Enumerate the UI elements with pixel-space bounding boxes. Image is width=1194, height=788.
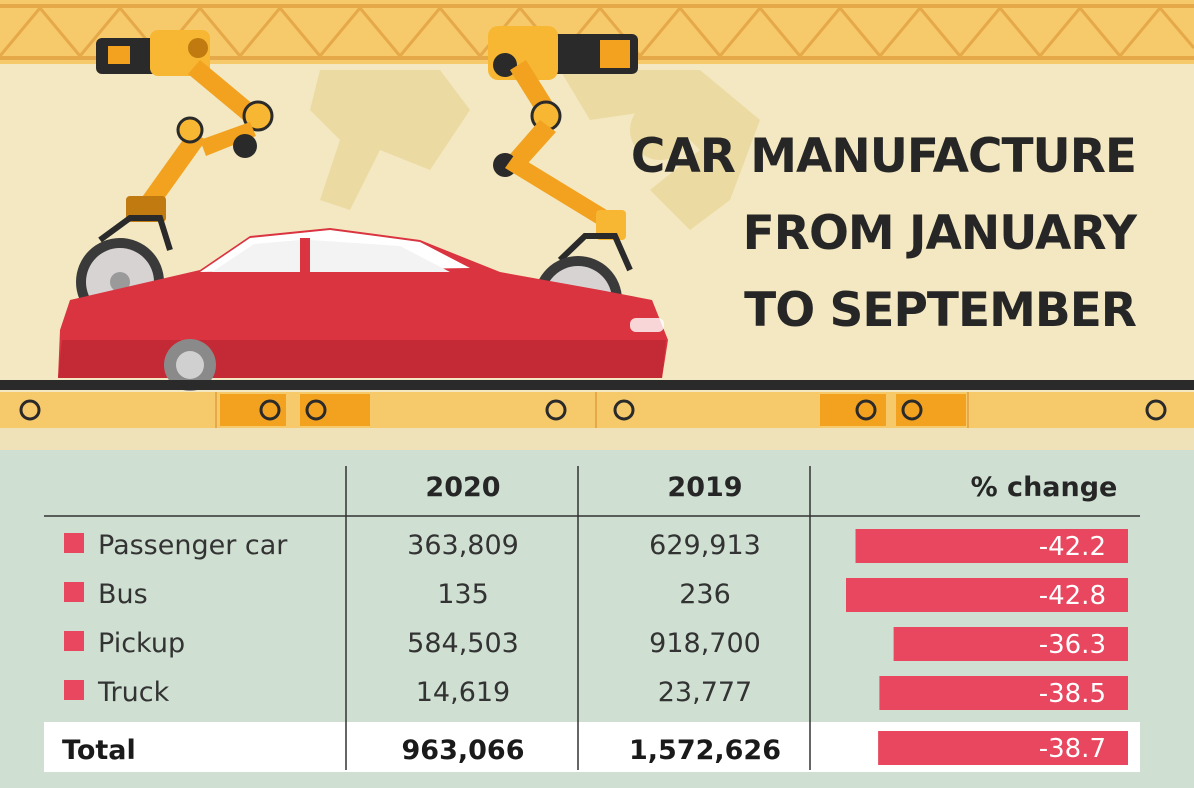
title-line-2: FROM JANUARY	[742, 206, 1137, 261]
table-layer: 2020 2019 % change Passenger car 363,809 629,…	[44, 466, 1140, 772]
cell-2020: 135	[437, 579, 489, 610]
column-header-2020: 2020	[425, 472, 500, 503]
change-bar	[893, 627, 1128, 661]
header-illustration-panel: CAR MANUFACTURE FROM JANUARY TO SEPTEMBE…	[0, 0, 1194, 450]
change-bar	[855, 529, 1128, 563]
row-marker	[64, 582, 84, 602]
total-2019: 1,572,626	[629, 735, 781, 766]
red-car-body	[58, 228, 668, 391]
background-robot-silhouettes	[310, 70, 760, 230]
cell-2019: 629,913	[649, 530, 761, 561]
change-value: -38.5	[1039, 679, 1106, 709]
row-label: Pickup	[98, 628, 185, 659]
change-value: -42.2	[1039, 532, 1106, 562]
cell-2019: 236	[679, 579, 731, 610]
total-2020: 963,066	[402, 735, 525, 766]
cell-2020: 363,809	[407, 530, 519, 561]
row-label: Passenger car	[98, 530, 288, 561]
title-line-3: TO SEPTEMBER	[744, 283, 1137, 338]
change-value: -42.8	[1039, 581, 1106, 611]
total-label: Total	[62, 735, 136, 766]
change-bar-total	[878, 731, 1128, 765]
conveyor-belt	[0, 380, 1194, 450]
data-table-panel: 2020 2019 % change Passenger car 363,809 629,…	[0, 450, 1194, 788]
row-marker	[64, 680, 84, 700]
change-bar	[879, 676, 1128, 710]
total-change-value: -38.7	[1039, 734, 1106, 764]
row-marker	[64, 533, 84, 553]
row-label: Bus	[98, 579, 148, 610]
title-line-1: CAR MANUFACTURE	[630, 129, 1137, 184]
row-label: Truck	[97, 677, 170, 708]
cell-2019: 918,700	[649, 628, 761, 659]
cell-2020: 14,619	[416, 677, 510, 708]
cell-2020: 584,503	[407, 628, 519, 659]
column-header-change: % change	[971, 472, 1118, 503]
change-bar	[846, 578, 1128, 612]
change-value: -36.3	[1039, 630, 1106, 660]
data-table: 2020 2019 % change Passenger car 363,809 629,…	[44, 466, 1140, 772]
column-header-2019: 2019	[667, 472, 742, 503]
chart-title: CAR MANUFACTURE FROM JANUARY TO SEPTEMBE…	[616, 118, 1137, 349]
robot-assembly-illustration	[0, 0, 1194, 450]
row-marker	[64, 631, 84, 651]
cell-2019: 23,777	[658, 677, 752, 708]
